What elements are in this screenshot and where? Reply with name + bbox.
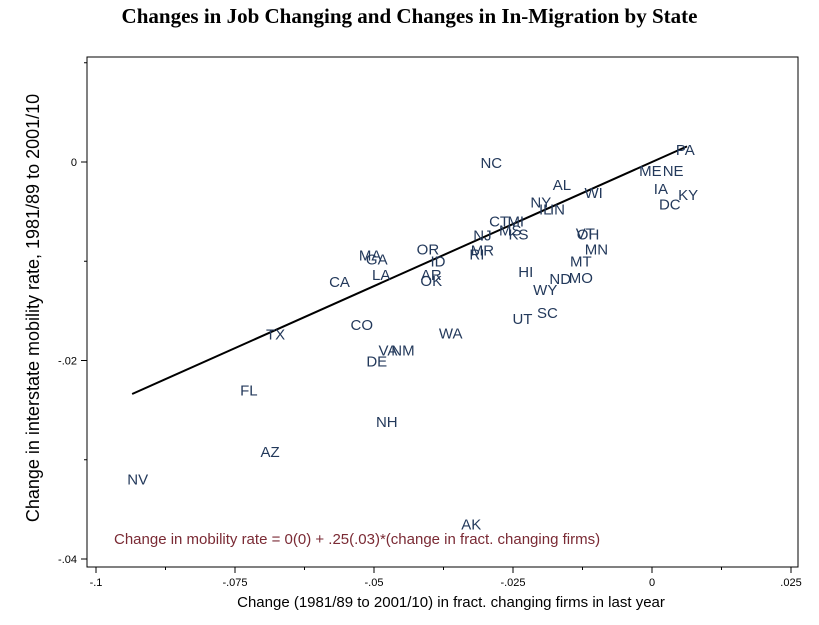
point-label-wy: WY xyxy=(533,282,557,299)
point-label-mr: MR xyxy=(471,242,494,259)
point-label-il: IL xyxy=(539,202,552,219)
point-label-or: OR xyxy=(417,241,440,258)
x-tick-label: -.075 xyxy=(222,577,247,589)
point-label-ia: IA xyxy=(654,181,668,198)
point-label-wi: WI xyxy=(584,185,602,202)
point-label-dc: DC xyxy=(659,197,681,214)
point-label-hi: HI xyxy=(518,264,533,281)
point-label-ak: AK xyxy=(461,516,481,533)
point-label-ga: GA xyxy=(366,251,388,268)
x-tick-label: -.05 xyxy=(365,577,384,589)
point-label-vt: VT xyxy=(576,225,595,242)
y-axis-title: Change in interstate mobility rate, 1981… xyxy=(23,94,43,522)
point-label-ne: NE xyxy=(663,163,684,180)
point-label-ri: RI xyxy=(469,246,484,263)
point-label-ky: KY xyxy=(678,187,698,204)
point-label-ma: MA xyxy=(359,247,382,264)
point-label-id: ID xyxy=(430,253,445,270)
fit-line xyxy=(131,145,688,395)
y-axis: 0 -.02 -.04 xyxy=(58,62,87,566)
point-label-ms: MS xyxy=(499,222,522,239)
point-label-in: IN xyxy=(550,202,565,219)
point-label-mt: MT xyxy=(570,253,592,270)
point-label-ct: CT xyxy=(489,214,509,231)
point-label-az: AZ xyxy=(260,444,279,461)
point-label-nc: NC xyxy=(480,155,502,172)
fit-equation-note: Change in mobility rate = 0(0) + .25(.03… xyxy=(114,531,600,548)
point-label-mo: MO xyxy=(569,270,593,287)
x-tick-label: -.1 xyxy=(90,577,103,589)
point-label-nv: NV xyxy=(127,472,148,489)
point-label-ok: OK xyxy=(420,273,442,290)
point-label-oh: OH xyxy=(577,226,600,243)
y-tick-label: 0 xyxy=(71,157,77,169)
point-label-nj: NJ xyxy=(473,227,491,244)
point-label-nm: NM xyxy=(391,343,414,360)
x-tick-label: -.025 xyxy=(500,577,525,589)
point-label-mn: MN xyxy=(585,241,608,258)
point-label-co: CO xyxy=(351,317,374,334)
point-label-la: LA xyxy=(372,267,390,284)
point-label-al: AL xyxy=(553,177,571,194)
x-tick-label: .025 xyxy=(780,577,801,589)
point-label-va: VA xyxy=(378,343,397,360)
point-label-tx: TX xyxy=(266,327,285,344)
point-label-ar: AR xyxy=(421,267,442,284)
x-tick-label: 0 xyxy=(649,577,655,589)
point-label-ca: CA xyxy=(329,274,350,291)
point-label-ny: NY xyxy=(530,195,551,212)
point-label-nh: NH xyxy=(376,414,398,431)
x-axis-title: Change (1981/89 to 2001/10) in fract. ch… xyxy=(237,594,665,611)
point-label-ut: UT xyxy=(512,311,532,328)
x-axis: -.1 -.075 -.05 -.025 0 .025 xyxy=(90,567,802,589)
point-label-me: ME xyxy=(639,163,662,180)
point-label-sc: SC xyxy=(537,305,558,322)
point-label-nd: ND xyxy=(549,271,571,288)
point-label-de: DE xyxy=(366,353,387,370)
y-tick-label: -.04 xyxy=(58,554,77,566)
point-label-mi: MI xyxy=(507,214,524,231)
point-label-ks: KS xyxy=(509,226,529,243)
point-label-pa: PA xyxy=(676,142,695,159)
y-tick-label: -.02 xyxy=(58,356,77,368)
chart-title: Changes in Job Changing and Changes in I… xyxy=(121,4,698,28)
point-label-wa: WA xyxy=(439,326,463,343)
plot-frame xyxy=(86,56,799,568)
point-label-fl: FL xyxy=(240,382,258,399)
